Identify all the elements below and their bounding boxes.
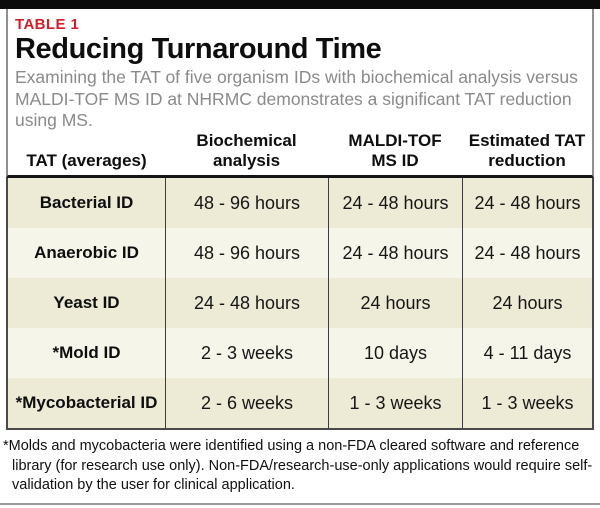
row-label: *Mycobacterial ID (15, 393, 158, 412)
figure-description: Examining the TAT of five organism IDs w… (15, 67, 578, 130)
bottom-rule (0, 502, 600, 505)
cell-tat-reduction: 24 - 48 hours (462, 228, 592, 278)
cell-biochemical: 48 - 96 hours (165, 178, 328, 228)
table-body: Bacterial ID 48 - 96 hours 24 - 48 hours… (6, 178, 594, 430)
column-header-maldi-tof-ms-id: MALDI-TOF MS ID (348, 131, 442, 170)
cell-maldi-tof: 1 - 3 weeks (328, 378, 462, 428)
table-row-anaerobic-id: Anaerobic ID 48 - 96 hours 24 - 48 hours… (8, 228, 592, 278)
row-label: Yeast ID (53, 293, 120, 312)
cell-biochemical: 2 - 6 weeks (165, 378, 328, 428)
column-header-biochemical-analysis: Biochemical analysis (196, 131, 297, 170)
figure-title: Reducing Turnaround Time (15, 33, 382, 65)
table-row-yeast-id: Yeast ID 24 - 48 hours 24 hours 24 hours (8, 278, 592, 328)
cell-maldi-tof: 24 - 48 hours (328, 178, 462, 228)
cell-biochemical: 2 - 3 weeks (165, 328, 328, 378)
table-row-mycobacterial-id: *Mycobacterial ID 2 - 6 weeks 1 - 3 week… (8, 378, 592, 428)
cell-biochemical: 48 - 96 hours (165, 228, 328, 278)
cell-maldi-tof: 10 days (328, 328, 462, 378)
title-block: TABLE 1 Reducing Turnaround Time Examini… (6, 9, 594, 130)
cell-tat-reduction: 1 - 3 weeks (462, 378, 592, 428)
cell-biochemical: 24 - 48 hours (165, 278, 328, 328)
table-row-mold-id: *Mold ID 2 - 3 weeks 10 days 4 - 11 days (8, 328, 592, 378)
cell-tat-reduction: 4 - 11 days (462, 328, 592, 378)
table-kicker: TABLE 1 (15, 16, 80, 33)
footnote: *Molds and mycobacteria were identified … (3, 438, 593, 493)
row-label: Anaerobic ID (34, 243, 139, 262)
table-row-bacterial-id: Bacterial ID 48 - 96 hours 24 - 48 hours… (8, 178, 592, 228)
cell-tat-reduction: 24 - 48 hours (462, 178, 592, 228)
column-header-estimated-tat-reduction: Estimated TAT reduction (468, 131, 586, 170)
table-header-row: TAT (averages) Biochemical analysis MALD… (6, 130, 594, 178)
top-accent-bar (0, 0, 600, 9)
cell-tat-reduction: 24 hours (462, 278, 592, 328)
cell-maldi-tof: 24 hours (328, 278, 462, 328)
figure-frame: TABLE 1 Reducing Turnaround Time Examini… (6, 9, 594, 430)
column-header-tat-averages: TAT (averages) (26, 150, 147, 170)
row-label: *Mold ID (52, 343, 121, 362)
cell-maldi-tof: 24 - 48 hours (328, 228, 462, 278)
row-label: Bacterial ID (39, 193, 134, 212)
